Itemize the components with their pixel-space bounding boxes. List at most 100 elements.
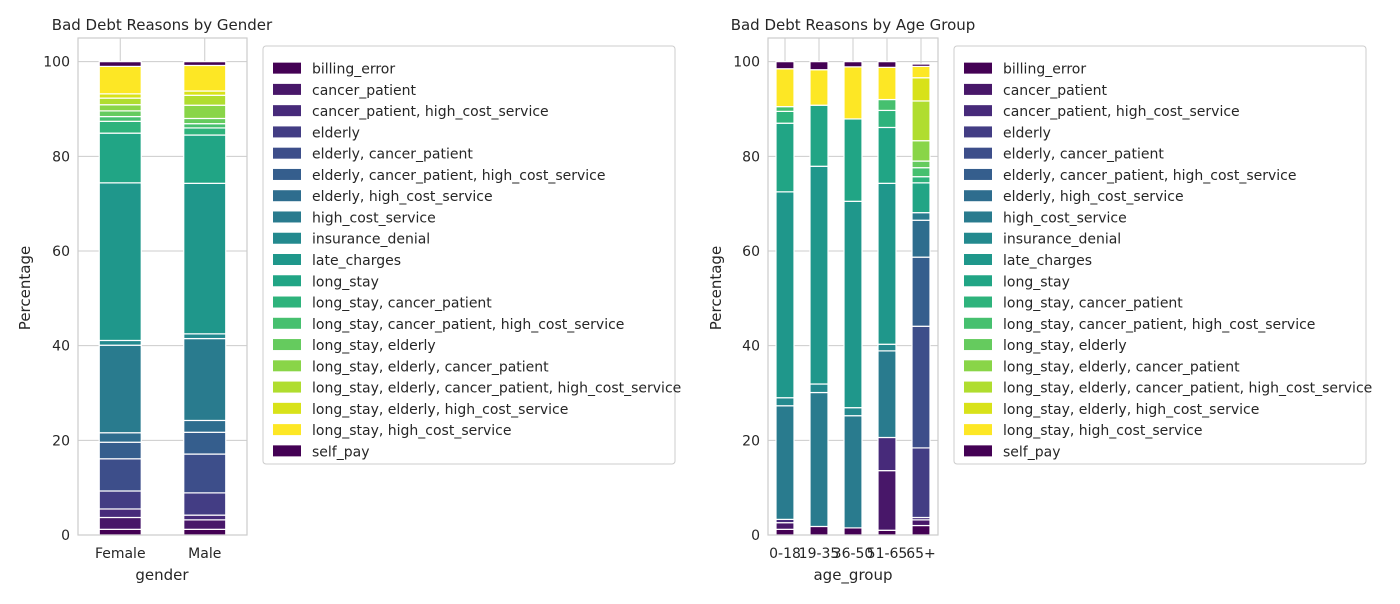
legend-label: long_stay, cancer_patient — [312, 296, 492, 312]
y-axis-label: Percentage — [16, 246, 34, 330]
bar-segment — [183, 104, 227, 120]
bar-segment — [98, 432, 142, 443]
legend-label: insurance_denial — [1003, 232, 1121, 248]
bar-segment — [809, 165, 829, 385]
bar-segment — [98, 458, 142, 492]
bar-segment — [183, 333, 227, 340]
legend-swatch — [273, 147, 301, 159]
legend-label: high_cost_service — [312, 210, 436, 226]
legend-swatch — [964, 105, 992, 117]
bar-segment — [98, 120, 142, 134]
bar-segment — [775, 522, 795, 530]
legend-swatch — [273, 211, 301, 223]
legend-label: high_cost_service — [1003, 210, 1127, 226]
y-tick-label: 60 — [742, 244, 760, 260]
y-tick-label: 60 — [52, 244, 70, 260]
legend-swatch — [964, 190, 992, 202]
legend-label: cancer_patient, high_cost_service — [1003, 104, 1240, 120]
legend-swatch — [964, 147, 992, 159]
bar-segment — [877, 470, 897, 531]
x-tick-label: Male — [188, 546, 221, 562]
y-tick-label: 20 — [52, 433, 70, 449]
y-axis-label: Percentage — [707, 246, 725, 330]
bar-segment — [98, 441, 142, 460]
bar-segment — [911, 519, 931, 527]
legend-swatch — [964, 339, 992, 351]
legend-label: long_stay, elderly, cancer_patient, high… — [1003, 381, 1372, 397]
legend-swatch — [964, 445, 992, 457]
bar-segment — [98, 97, 142, 106]
bar-segment — [877, 98, 897, 112]
bar-segment — [183, 117, 227, 125]
y-tick-label: 40 — [742, 339, 760, 355]
legend-label: elderly, cancer_patient, high_cost_servi… — [312, 168, 606, 184]
bar-segment — [911, 524, 931, 536]
bar-segment — [809, 383, 829, 394]
legend-label: long_stay, high_cost_service — [1003, 423, 1202, 439]
y-tick-label: 100 — [43, 55, 70, 71]
bars — [775, 61, 931, 536]
x-tick-label: 51-65 — [867, 546, 908, 562]
bar-segment — [911, 140, 931, 162]
legend-swatch — [273, 254, 301, 265]
legend-swatch — [964, 126, 992, 138]
bar-segment — [843, 118, 863, 202]
x-tick-label: 65+ — [906, 546, 936, 562]
legend-swatch — [273, 402, 301, 414]
bar-segment — [183, 431, 227, 455]
legend-label: long_stay — [1003, 274, 1070, 290]
y-tick-label: 0 — [61, 528, 70, 544]
legend: billing_error cancer_patient cancer_patien… — [953, 45, 1372, 465]
bar-segment — [911, 63, 931, 67]
legend-swatch — [273, 317, 301, 329]
legend-swatch — [273, 62, 301, 74]
bar-segment — [843, 527, 863, 536]
bar-segment — [877, 343, 897, 352]
bar-segment — [843, 200, 863, 409]
bar-segment — [183, 61, 227, 67]
bar-segment — [98, 115, 142, 122]
legend-swatch — [964, 360, 992, 372]
legend-swatch — [273, 126, 301, 138]
bar-segment — [843, 407, 863, 417]
bar-segment — [183, 514, 227, 521]
chart-title: Bad Debt Reasons by Age Group — [731, 16, 976, 34]
legend-label: long_stay, elderly, high_cost_service — [312, 402, 568, 418]
bar-segment — [809, 69, 829, 106]
bar-segment — [183, 419, 227, 433]
legend-swatch — [273, 360, 301, 372]
bar-segment — [98, 508, 142, 519]
legend-swatch — [273, 168, 301, 180]
legend-swatch — [964, 275, 992, 287]
bar-segment — [877, 66, 897, 101]
legend-box — [953, 45, 1367, 465]
legend-label: cancer_patient — [312, 83, 417, 99]
legend-label: billing_error — [312, 62, 395, 78]
bar-segment — [911, 77, 931, 102]
gender-chart: Bad Debt Reasons by Gender gender Percen… — [16, 16, 681, 584]
legend-label: elderly — [1003, 125, 1051, 141]
bar-segment — [775, 61, 795, 70]
bar-segment — [183, 127, 227, 136]
bar-segment — [183, 528, 227, 536]
bar-segment — [809, 391, 829, 528]
legend-swatch — [964, 296, 992, 308]
legend-swatch — [273, 105, 301, 117]
legend-label: long_stay, cancer_patient, high_cost_ser… — [312, 317, 624, 333]
bar-segment — [911, 100, 931, 142]
bar-segment — [843, 66, 863, 120]
bar-segment — [183, 64, 227, 92]
legend-label: late_charges — [312, 253, 401, 269]
bar-segment — [809, 61, 829, 71]
bar-segment — [98, 132, 142, 184]
legend-label: elderly — [312, 125, 360, 141]
bar-segment — [877, 109, 897, 129]
bar-segment — [877, 182, 897, 345]
x-axis-label: gender — [135, 566, 189, 584]
bar-segment — [911, 447, 931, 519]
x-tick-label: 19-35 — [799, 546, 840, 562]
legend-swatch — [964, 211, 992, 223]
y-tick-label: 80 — [742, 149, 760, 165]
bar-segment — [183, 337, 227, 422]
legend-label: cancer_patient, high_cost_service — [312, 104, 549, 120]
